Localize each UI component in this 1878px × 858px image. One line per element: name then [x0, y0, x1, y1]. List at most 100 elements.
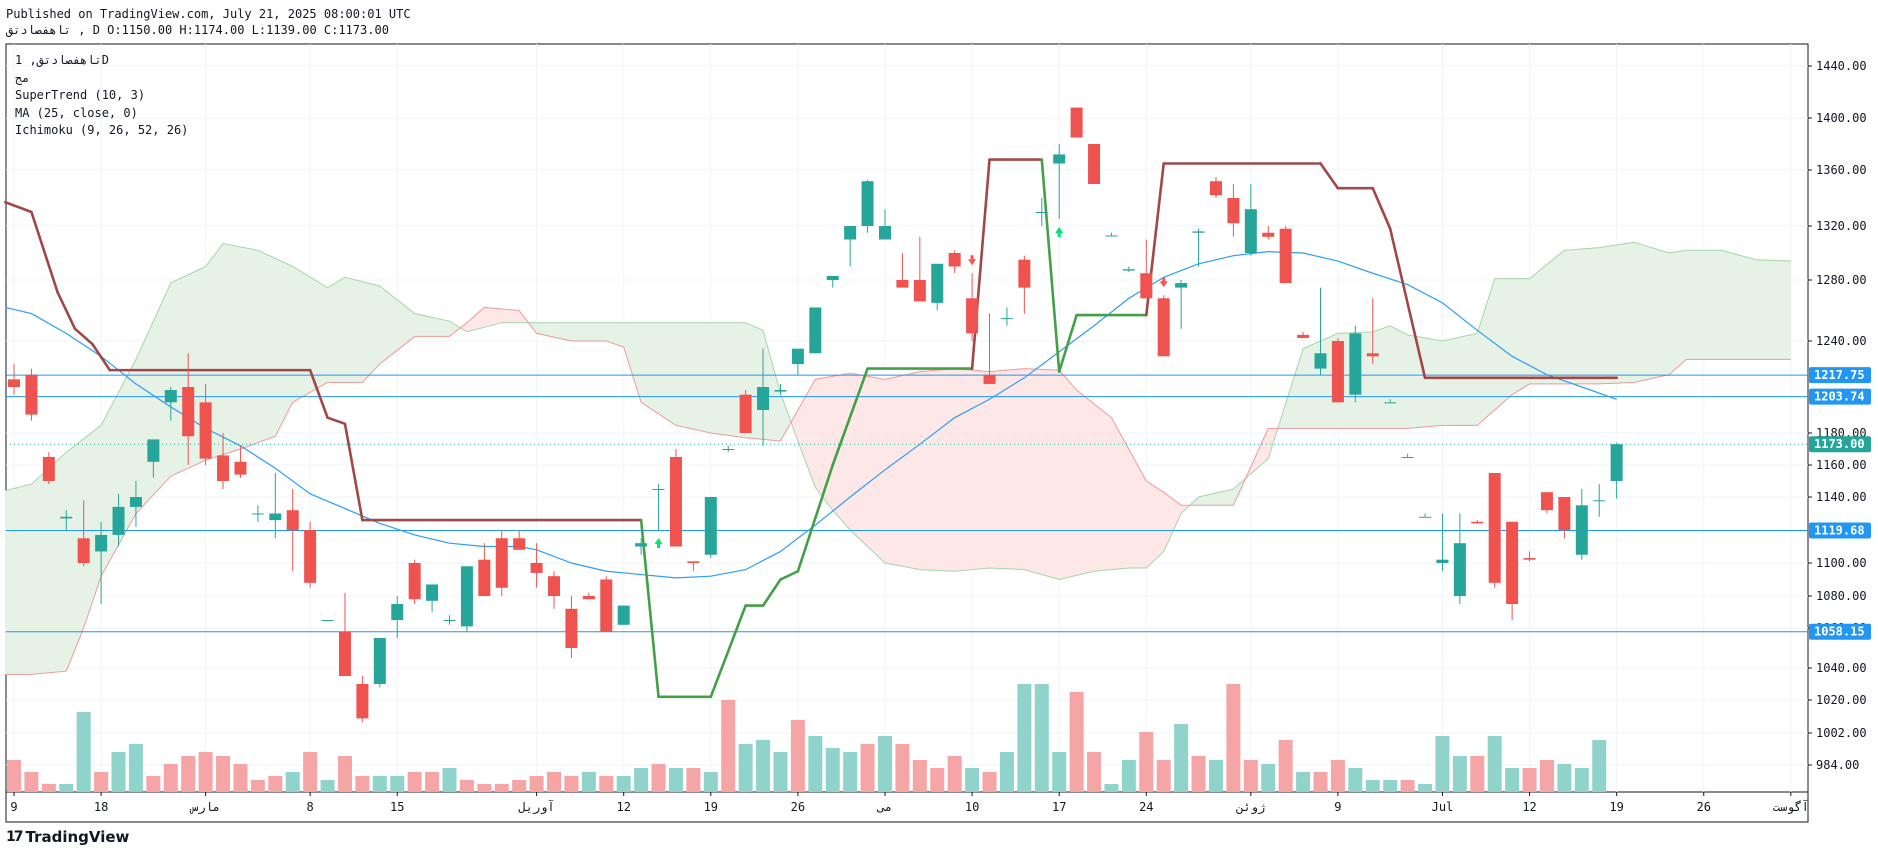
cloud-segment	[1141, 472, 1147, 569]
cloud-segment	[1085, 396, 1090, 574]
cloud-segment	[571, 322, 577, 342]
cloud-segment	[492, 307, 498, 326]
cloud-segment	[1642, 244, 1648, 381]
candle-body	[234, 461, 247, 475]
cloud-segment	[1050, 369, 1056, 579]
cloud-segment	[1154, 486, 1160, 561]
volume-bar	[111, 752, 126, 792]
candle-body	[1070, 107, 1083, 138]
price-tick-label: 984.00	[1816, 758, 1859, 772]
candle-body	[826, 275, 839, 280]
volume-bar	[790, 720, 805, 792]
cloud-segment	[653, 322, 659, 415]
cloud-segment	[1320, 338, 1326, 429]
sell-signal-icon	[1159, 277, 1168, 288]
volume-bar	[1383, 780, 1398, 792]
cloud-segment	[1490, 278, 1495, 415]
legend-indicator-ma[interactable]: MA (25, close, 0)	[15, 105, 138, 120]
cloud-segment	[505, 309, 511, 324]
candle-body	[60, 516, 73, 519]
cloud-segment	[1215, 491, 1221, 506]
legend-symbol[interactable]: تاهفصادتق, 1D	[15, 53, 109, 67]
cloud-segment	[257, 249, 263, 444]
supertrend-segment	[56, 290, 77, 331]
volume-bar	[1435, 736, 1450, 792]
candle-body	[321, 620, 334, 621]
price-axis: 1440.00 1400.00 1360.00 1320.00 1280.00 1240.…	[1808, 59, 1867, 772]
supertrend-segment	[91, 342, 112, 372]
cloud-segment	[1646, 245, 1652, 380]
cloud-segment	[619, 322, 625, 348]
cloud-segment	[392, 295, 398, 355]
cloud-segment	[1385, 325, 1391, 429]
price-level-label: 1119.68	[1809, 522, 1871, 539]
volume-bar	[442, 768, 457, 792]
cloud-segment	[815, 378, 820, 494]
supertrend-segment	[1057, 313, 1078, 373]
cloud-segment	[993, 370, 999, 569]
legend-indicator-ichimoku[interactable]: Ichimoku (9, 26, 52, 26)	[15, 123, 189, 137]
cloud-segment	[819, 377, 825, 500]
candle-body	[408, 563, 421, 600]
supertrend-segment	[796, 463, 835, 573]
supertrend-segment	[639, 518, 660, 699]
volume-bars	[7, 684, 1607, 792]
price-level-label: 1203.74	[1809, 388, 1871, 405]
cloud-segment	[183, 274, 189, 471]
ohlc-readout: تاهفصادتق , D O:1150.00 H:1174.00 L:1139…	[6, 23, 389, 37]
cloud-segment	[1093, 403, 1099, 572]
cloud-segment	[1786, 260, 1792, 360]
cloud-segment	[52, 459, 58, 673]
cloud-segment	[849, 372, 855, 535]
cloud-segment	[283, 261, 289, 420]
cloud-segment	[1611, 244, 1617, 384]
candle-body	[1279, 228, 1292, 284]
time-tick-label: 19	[1609, 800, 1623, 814]
cloud-segment	[301, 271, 307, 398]
price-level-label-bg	[1809, 388, 1871, 405]
volume-bar	[1539, 760, 1554, 792]
cloud-segment	[697, 322, 703, 432]
cloud-segment	[48, 463, 54, 674]
volume-bar	[599, 776, 614, 792]
time-tick-label: 24	[1139, 800, 1153, 814]
cloud-segment	[727, 322, 733, 437]
cloud-segment	[980, 370, 986, 570]
cloud-segment	[1150, 483, 1156, 565]
candle-body	[1244, 209, 1257, 253]
cloud-segment	[1433, 339, 1439, 427]
cloud-segment	[1703, 250, 1709, 360]
time-tick-label: 17	[1052, 800, 1066, 814]
volume-bar	[1452, 756, 1467, 792]
cloud-segment	[9, 488, 15, 675]
candle-body	[286, 510, 299, 530]
tradingview-brand[interactable]: 17 TradingView	[6, 828, 129, 846]
legend-indicator-supertrend[interactable]: SuperTrend (10, 3)	[15, 88, 146, 102]
cloud-segment	[958, 368, 964, 572]
volume-bar	[912, 760, 927, 792]
cloud-segment	[1633, 241, 1639, 383]
price-level-label-text: 1058.15	[1814, 625, 1865, 639]
supertrend-segment	[3, 200, 33, 214]
cloud-segment	[549, 322, 555, 338]
cloud-segment	[1202, 494, 1208, 506]
candle-body	[617, 605, 630, 625]
volume-bar	[303, 752, 318, 792]
cloud-segment	[1590, 247, 1596, 385]
cloud-segment	[1211, 492, 1217, 506]
cloud-segment	[954, 368, 960, 572]
cloud-segment	[666, 322, 672, 424]
cloud-segment	[31, 479, 37, 675]
cloud-segment	[1616, 243, 1622, 384]
volume-bar	[1226, 684, 1241, 792]
cloud-segment	[83, 434, 89, 629]
candle-body	[809, 307, 822, 354]
price-level-label-text: 1203.74	[1814, 390, 1865, 404]
cloud-segment	[1446, 338, 1452, 426]
cloud-segment	[1411, 335, 1417, 429]
candle-body	[8, 379, 20, 387]
ma25-line	[5, 251, 1617, 579]
candle-body	[112, 506, 125, 535]
cloud-segment	[484, 307, 489, 328]
